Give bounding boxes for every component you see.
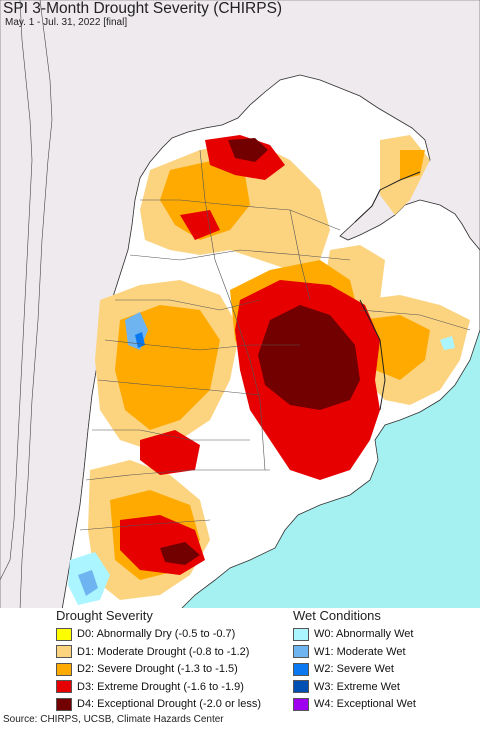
wet-legend-heading: Wet Conditions: [293, 608, 381, 623]
d4-zones: [160, 138, 360, 565]
source-credit: Source: CHIRPS, UCSB, Climate Hazards Ce…: [3, 714, 224, 725]
wet-legend-item: W1: Moderate Wet: [293, 645, 406, 659]
drought-swatch: [56, 627, 72, 641]
drought-legend-item: D4: Exceptional Drought (-2.0 or less): [56, 697, 261, 711]
map-subtitle: May. 1 - Jul. 31, 2022 [final]: [5, 17, 128, 28]
drought-legend-item: D3: Extreme Drought (-1.6 to -1.9): [56, 680, 244, 694]
drought-legend-item: D2: Severe Drought (-1.3 to -1.5): [56, 662, 238, 676]
wet-swatch: [293, 645, 309, 658]
wet-legend-item: W2: Severe Wet: [293, 662, 394, 676]
wet-swatch: [293, 680, 309, 693]
wet-legend-label: W1: Moderate Wet: [314, 645, 406, 658]
map-title: SPI 3-Month Drought Severity (CHIRPS): [3, 0, 283, 17]
drought-swatch: [56, 697, 72, 711]
drought-legend-label: D2: Severe Drought (-1.3 to -1.5): [77, 663, 238, 675]
drought-legend-item: D1: Moderate Drought (-0.8 to -1.2): [56, 645, 249, 659]
wet-legend-label: W0: Abnormally Wet: [314, 628, 414, 640]
wet-swatch: [293, 627, 309, 641]
wet-legend-item: W4: Exceptional Wet: [293, 697, 416, 711]
map-canvas: [0, 0, 480, 610]
wet-legend-item: W3: Extreme Wet: [293, 680, 400, 694]
drought-legend-heading: Drought Severity: [56, 608, 153, 623]
province-borders: [79, 149, 471, 531]
country-borders: [354, 171, 421, 411]
drought-swatch: [56, 645, 72, 658]
drought-legend-label: D3: Extreme Drought (-1.6 to -1.9): [77, 680, 244, 693]
drought-legend-label: D0: Abnormally Dry (-0.5 to -0.7): [77, 628, 236, 640]
wet-legend-item: W0: Abnormally Wet: [293, 627, 413, 641]
drought-legend-label: D4: Exceptional Drought (-2.0 or less): [77, 698, 262, 710]
wet-legend-label: W3: Extreme Wet: [314, 680, 400, 693]
wet-swatch: [293, 697, 309, 711]
wet-zones: [68, 312, 455, 605]
wet-legend-label: W2: Severe Wet: [314, 663, 394, 675]
drought-swatch: [56, 662, 72, 676]
drought-legend-item: D0: Abnormally Dry (-0.5 to -0.7): [56, 627, 235, 641]
drought-legend-label: D1: Moderate Drought (-0.8 to -1.2): [77, 645, 250, 658]
wet-legend-label: W4: Exceptional Wet: [314, 698, 416, 710]
drought-swatch: [56, 680, 72, 693]
drought-map: SPI 3-Month Drought Severity (CHIRPS) Ma…: [0, 0, 480, 610]
legend: Drought Severity Wet Conditions D0: Abno…: [0, 608, 480, 713]
wet-swatch: [293, 662, 309, 676]
chile-coast: [0, 0, 53, 610]
